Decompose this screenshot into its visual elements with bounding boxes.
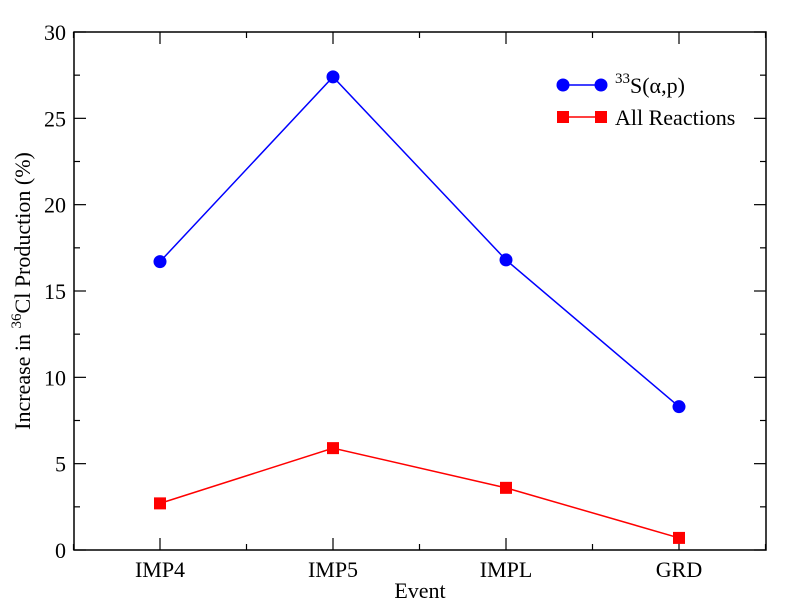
series-2-point [500,481,512,494]
tick-labels: 0 5 10 15 20 25 30 IMP4 IMP5 IMPL GRD [44,20,702,582]
legend-marker-series-1-right [594,78,608,92]
x-tick-label: GRD [656,557,702,582]
y-axis-label-prefix: Increase in [10,328,35,429]
series-1-point [153,255,167,269]
series-layer [153,70,686,544]
series-2-point [673,531,685,544]
legend-label-series-1-main: S(α,p) [630,73,685,98]
legend: 33S(α,p) All Reactions [556,71,735,130]
y-tick-label: 5 [55,452,66,477]
series-2-point [327,442,339,455]
x-axis-label: Event [394,578,445,603]
legend-label-series-1-superscript: 33 [615,71,630,87]
series-1-point [499,253,513,267]
y-axis-label-suffix: Cl Production (%) [10,152,35,313]
series-2-line [159,447,680,539]
legend-label-series-1: 33S(α,p) [615,71,685,98]
y-axis-label: Increase in 36Cl Production (%) [9,152,35,430]
series-1-point [326,70,340,84]
legend-label-series-2: All Reactions [615,105,735,130]
legend-marker-series-2-left [557,111,569,123]
series-1-point [672,400,686,414]
series-2-point [154,497,166,510]
series-1-line [159,75,680,408]
x-tick-label: IMP4 [135,557,185,582]
y-tick-label: 0 [55,538,66,563]
legend-marker-series-1-left [556,78,570,92]
axis-ticks [72,31,767,551]
y-tick-label: 15 [44,279,66,304]
x-tick-label: IMPL [480,557,533,582]
x-tick-label: IMP5 [308,557,358,582]
y-tick-label: 30 [44,20,66,45]
legend-marker-series-2-right [595,111,607,123]
y-tick-label: 25 [44,106,66,131]
y-tick-label: 20 [44,193,66,218]
y-axis-label-superscript: 36 [9,313,25,329]
y-tick-label: 10 [44,365,66,390]
